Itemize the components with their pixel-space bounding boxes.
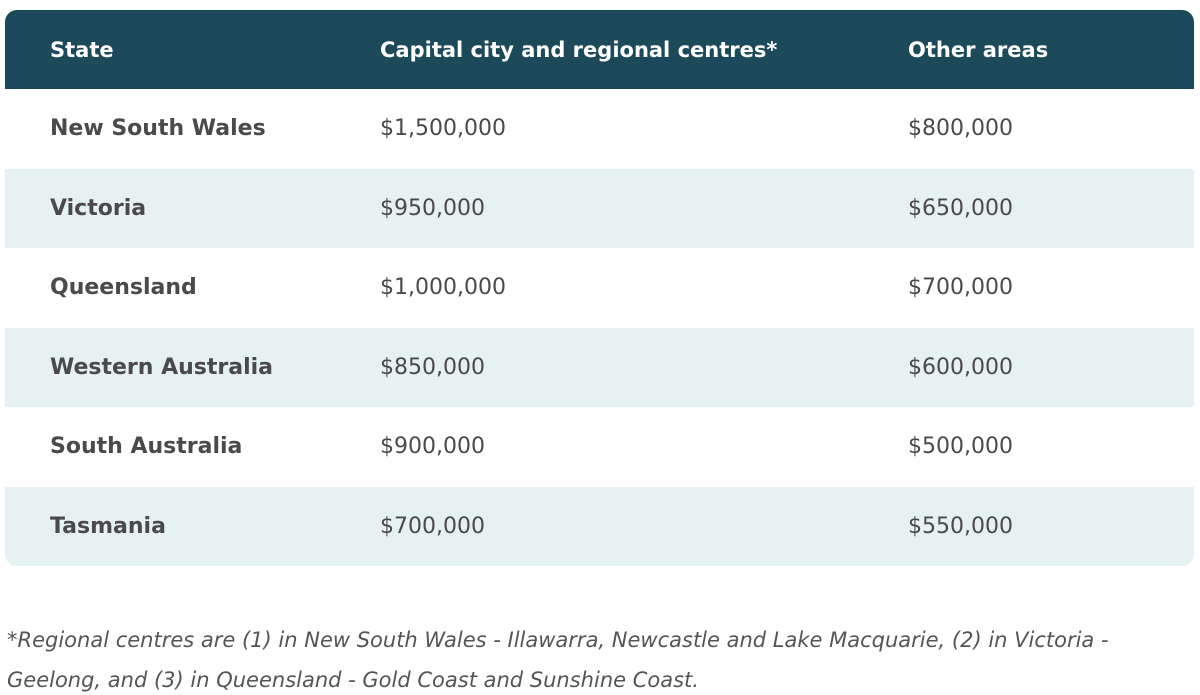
other-cell: $650,000	[908, 195, 1013, 221]
other-cell: $800,000	[908, 116, 1013, 142]
capital-cell: $950,000	[380, 195, 485, 221]
state-cell: New South Wales	[50, 116, 266, 142]
table-row: Tasmania $700,000 $550,000	[5, 486, 1194, 566]
other-cell: $600,000	[908, 354, 1013, 380]
other-cell: $500,000	[908, 434, 1013, 460]
capital-cell: $850,000	[380, 354, 485, 380]
header-capital-city: Capital city and regional centres*	[380, 37, 778, 62]
state-cell: Western Australia	[50, 354, 274, 380]
price-cap-table: State Capital city and regional centres*…	[5, 10, 1194, 566]
state-cell: Tasmania	[50, 513, 166, 539]
regional-centres-footnote: *Regional centres are (1) in New South W…	[7, 628, 1109, 692]
state-cell: Victoria	[50, 195, 147, 221]
header-state: State	[50, 37, 114, 62]
other-cell: $700,000	[908, 275, 1013, 301]
capital-cell: $1,000,000	[380, 275, 506, 301]
table-row: Western Australia $850,000 $600,000	[5, 327, 1194, 407]
capital-cell: $700,000	[380, 513, 485, 539]
table-row: Victoria $950,000 $650,000	[5, 168, 1194, 248]
capital-cell: $900,000	[380, 434, 485, 460]
table-header-row: State Capital city and regional centres*…	[5, 10, 1194, 89]
table-row: South Australia $900,000 $500,000	[5, 407, 1194, 487]
table-row: New South Wales $1,500,000 $800,000	[5, 89, 1194, 169]
state-cell: South Australia	[50, 434, 243, 460]
header-other-areas: Other areas	[908, 37, 1049, 62]
state-cell: Queensland	[50, 275, 197, 301]
capital-cell: $1,500,000	[380, 116, 506, 142]
other-cell: $550,000	[908, 513, 1013, 539]
table-row: Queensland $1,000,000 $700,000	[5, 248, 1194, 328]
